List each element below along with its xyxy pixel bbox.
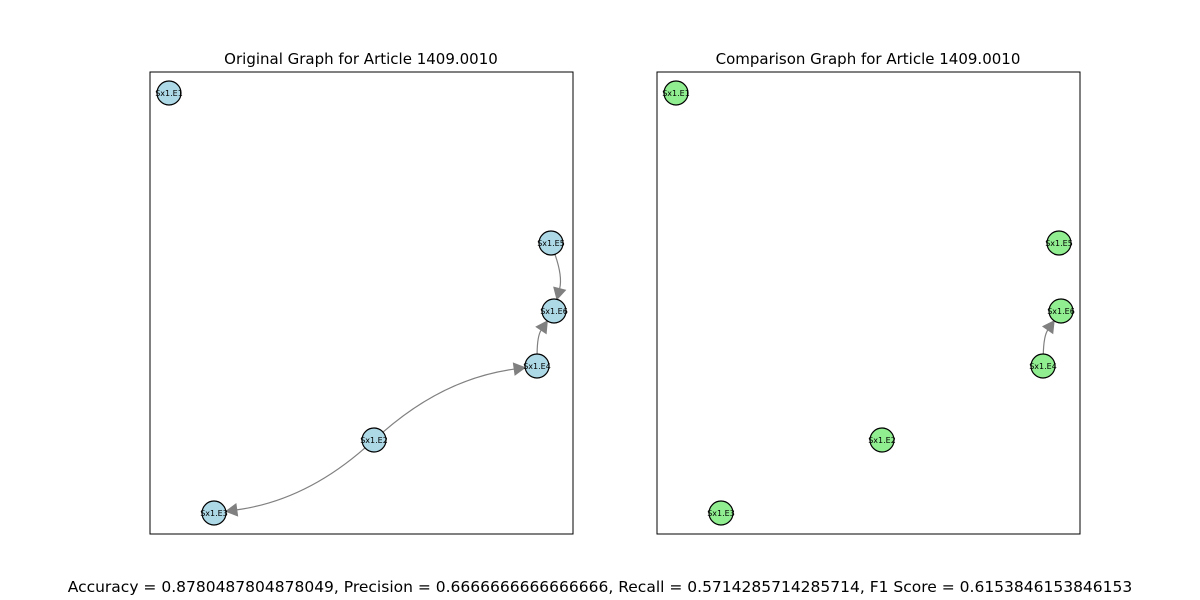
node-circle xyxy=(708,500,734,526)
arrowhead-S2-S3 xyxy=(224,503,239,517)
node-circle xyxy=(1030,353,1056,379)
node-S6: Sx1.E6 xyxy=(1047,298,1075,324)
node-label: Sx1.E1 xyxy=(662,89,690,98)
node-label: Sx1.E2 xyxy=(868,436,896,445)
node-label: Sx1.E3 xyxy=(707,509,735,518)
node-S3: Sx1.E3 xyxy=(200,500,228,526)
node-layer: Sx1.E1 Sx1.E5 Sx1.E6 Sx1.E4 Sx1.E2 Sx1.E3 xyxy=(662,80,1075,526)
panel-title: Original Graph for Article 1409.0010 xyxy=(224,50,498,68)
node-S4: Sx1.E4 xyxy=(1029,353,1057,379)
edge-S4-S6 xyxy=(1042,329,1049,355)
node-S1: Sx1.E1 xyxy=(662,80,690,106)
edge-S2-S3 xyxy=(236,447,366,511)
arrowhead-S4-S6 xyxy=(535,320,548,335)
node-layer: Sx1.E1 Sx1.E5 Sx1.E6 Sx1.E4 Sx1.E2 Sx1.E3 xyxy=(155,80,568,526)
panel-comparison: Comparison Graph for Article 1409.0010 S… xyxy=(656,50,1081,535)
node-S5: Sx1.E5 xyxy=(537,230,565,256)
node-label: Sx1.E6 xyxy=(1047,307,1075,316)
node-circle xyxy=(541,298,567,324)
node-label: Sx1.E5 xyxy=(1045,239,1073,248)
node-circle xyxy=(361,427,387,453)
node-circle xyxy=(201,500,227,526)
node-S1: Sx1.E1 xyxy=(155,80,183,106)
panel-title: Comparison Graph for Article 1409.0010 xyxy=(716,50,1021,68)
node-label: Sx1.E6 xyxy=(540,307,568,316)
edge-layer xyxy=(1041,319,1055,355)
edge-S2-S4 xyxy=(382,368,515,433)
edge-S4-S6 xyxy=(536,329,542,355)
arrowhead-S4-S6 xyxy=(1041,319,1055,335)
node-S6: Sx1.E6 xyxy=(540,298,568,324)
arrowhead-S2-S4 xyxy=(512,362,527,376)
node-S4: Sx1.E4 xyxy=(523,353,551,379)
metrics-caption: Accuracy = 0.8780487804878049, Precision… xyxy=(67,578,1133,596)
node-S2: Sx1.E2 xyxy=(360,427,388,453)
node-S2: Sx1.E2 xyxy=(868,427,896,453)
node-circle xyxy=(663,80,689,106)
node-circle xyxy=(1046,230,1072,256)
node-circle xyxy=(538,230,564,256)
node-label: Sx1.E3 xyxy=(200,509,228,518)
node-circle xyxy=(1048,298,1074,324)
node-label: Sx1.E4 xyxy=(523,362,551,371)
edge-layer xyxy=(224,254,567,517)
node-circle xyxy=(869,427,895,453)
node-circle xyxy=(524,353,550,379)
node-S5: Sx1.E5 xyxy=(1045,230,1073,256)
node-S3: Sx1.E3 xyxy=(707,500,735,526)
node-label: Sx1.E5 xyxy=(537,239,565,248)
panel-frame xyxy=(149,71,574,535)
node-label: Sx1.E4 xyxy=(1029,362,1057,371)
panel-frame xyxy=(656,71,1081,535)
node-label: Sx1.E1 xyxy=(155,89,183,98)
edge-S5-S6 xyxy=(554,254,562,289)
arrowhead-S5-S6 xyxy=(553,286,567,301)
node-label: Sx1.E2 xyxy=(360,436,388,445)
node-circle xyxy=(156,80,182,106)
panel-original: Original Graph for Article 1409.0010 Sx1… xyxy=(149,50,574,535)
